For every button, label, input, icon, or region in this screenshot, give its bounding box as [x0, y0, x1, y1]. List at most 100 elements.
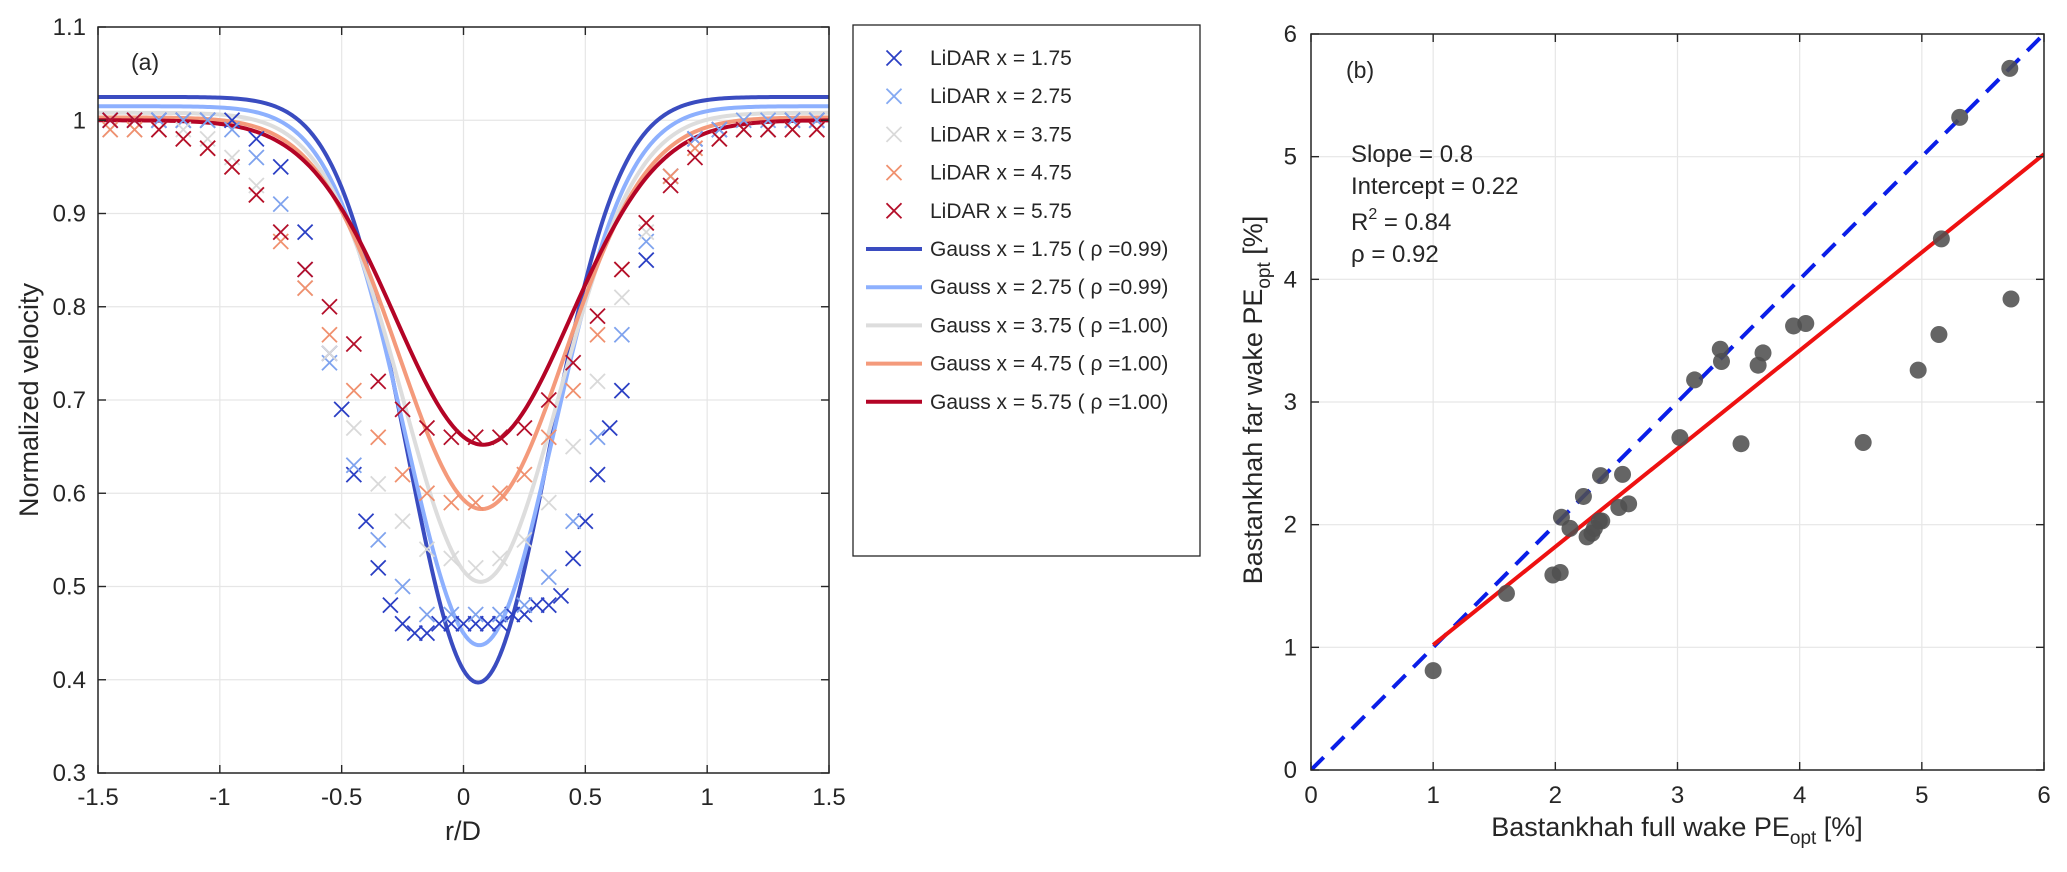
marker-stroke	[321, 345, 338, 362]
panel-b-y-axis-label: Bastankhah far wake PEopt [%]	[1238, 216, 1275, 585]
marker-stroke	[589, 307, 606, 325]
panel-b-x-tick-label: 1	[1426, 782, 1439, 809]
legend-label: LiDAR x = 5.75	[930, 200, 1072, 223]
panel-b-scatter: 0 1 2 3 4 5 6 0 1 2 3 4 5 6 (b) Slope = 0.8 Intercept…	[1238, 21, 2051, 849]
lidar-marker-lidar-x-2p75	[467, 606, 484, 623]
r-squared-superscript: 2	[1368, 206, 1377, 223]
lidar-marker-lidar-x-1p75	[589, 466, 606, 483]
marker-stroke	[150, 121, 168, 138]
data-point	[1854, 433, 1872, 451]
marker-stroke	[345, 382, 362, 399]
panel-a-x-tick-label: -1	[209, 784, 230, 811]
panel-a-lidar-markers	[102, 112, 825, 642]
marker-stroke	[296, 261, 314, 278]
lidar-marker-lidar-x-1p75	[479, 615, 497, 632]
lidar-marker-lidar-x-1p75	[333, 401, 350, 418]
legend-label: Gauss x = 2.75 ( ρ =0.99)	[930, 276, 1168, 299]
lidar-marker-lidar-x-4p75	[394, 466, 411, 483]
lidar-marker-lidar-x-1p75	[528, 597, 545, 614]
marker-stroke	[601, 419, 618, 437]
panel-b-x-axis-label: Bastankhah full wake PEopt [%]	[1491, 812, 1863, 849]
lidar-marker-lidar-x-1p75	[394, 615, 411, 632]
legend-item-lidar-x-3p75: LiDAR x = 3.75	[885, 123, 1072, 146]
marker-stroke	[248, 130, 265, 148]
lidar-marker-lidar-x-1p75	[382, 597, 399, 614]
lidar-marker-lidar-x-5p75	[150, 121, 168, 138]
lidar-marker-lidar-x-5p75	[540, 391, 557, 409]
slope-annotation: Slope = 0.8	[1351, 141, 1473, 168]
lidar-marker-lidar-x-5p75	[370, 373, 387, 390]
marker-stroke	[418, 624, 436, 642]
data-point	[1574, 487, 1592, 505]
lidar-marker-lidar-x-4p75	[565, 382, 582, 399]
marker-stroke	[552, 587, 570, 604]
legend-item-lidar-x-5p75: LiDAR x = 5.75	[885, 200, 1072, 223]
lidar-marker-lidar-x-2p75	[613, 326, 631, 343]
panel-b-x-label-unit: [%]	[1816, 812, 1863, 842]
panel-a-x-tick-label: -0.5	[321, 784, 362, 811]
lidar-marker-lidar-x-5p75	[272, 224, 289, 241]
lidar-marker-lidar-x-2p75	[565, 513, 582, 530]
marker-stroke	[394, 513, 411, 530]
panel-a-y-tick-label: 0.6	[53, 480, 86, 507]
data-point	[1951, 108, 1969, 126]
legend: LiDAR x = 1.75 LiDAR x = 2.75 LiDAR x = 3.…	[852, 24, 1201, 557]
legend-label: LiDAR x = 2.75	[930, 85, 1072, 108]
legend-x-marker	[885, 202, 903, 219]
legend-label: Gauss x = 4.75 ( ρ =1.00)	[930, 353, 1168, 376]
legend-item-gauss-x-5p75-1p00: Gauss x = 5.75 ( ρ =1.00)	[866, 391, 1168, 414]
marker-stroke	[370, 531, 387, 549]
panel-a-y-tick-label: 1.1	[53, 14, 86, 41]
panel-a-x-tick-label: 0	[457, 784, 470, 811]
marker-stroke	[199, 140, 216, 157]
panel-b-y-tick-label: 0	[1284, 757, 1297, 784]
panel-a-gauss-curves	[98, 94, 829, 685]
data-point	[1711, 340, 1729, 358]
marker-stroke	[272, 158, 289, 176]
marker-stroke	[589, 429, 606, 446]
lidar-marker-lidar-x-2p75	[443, 606, 460, 623]
data-point	[1930, 326, 1948, 344]
panel-a-y-tick-label: 0.9	[53, 201, 86, 228]
lidar-marker-lidar-x-1p75	[296, 224, 314, 241]
panel-b-x-tick-label: 5	[1915, 782, 1928, 809]
panel-a-y-tick-label: 0.5	[53, 574, 86, 601]
marker-stroke	[296, 279, 314, 297]
lidar-marker-lidar-x-2p75	[589, 429, 606, 446]
marker-stroke	[491, 606, 509, 623]
marker-stroke	[357, 513, 375, 530]
data-point	[1561, 519, 1579, 537]
marker-stroke	[711, 130, 728, 148]
marker-stroke	[394, 615, 411, 632]
marker-stroke	[589, 326, 606, 343]
lidar-marker-lidar-x-5p75	[296, 261, 314, 278]
marker-stroke	[321, 298, 338, 315]
lidar-marker-lidar-x-2p75	[248, 149, 265, 166]
lidar-marker-lidar-x-1p75	[565, 550, 582, 567]
panel-a-x-tick-label: 0.5	[569, 784, 602, 811]
panel-a-y-tick-label: 1	[73, 107, 86, 134]
lidar-marker-lidar-x-1p75	[248, 130, 265, 148]
marker-stroke	[540, 494, 557, 511]
marker-stroke	[370, 559, 387, 576]
marker-stroke	[418, 541, 436, 558]
lidar-marker-lidar-x-5p75	[516, 419, 533, 437]
marker-stroke	[491, 429, 509, 446]
lidar-marker-lidar-x-3p75	[418, 541, 436, 558]
marker-stroke	[382, 597, 399, 614]
lidar-marker-lidar-x-4p75	[443, 494, 460, 511]
marker-stroke	[175, 130, 192, 148]
r-squared-annotation: R2 = 0.84	[1351, 206, 1451, 236]
lidar-marker-lidar-x-3p75	[467, 559, 484, 576]
marker-stroke	[516, 419, 533, 437]
marker-stroke	[565, 354, 582, 371]
lidar-marker-lidar-x-5p75	[467, 429, 484, 446]
lidar-marker-lidar-x-2p75	[199, 112, 216, 129]
marker-stroke	[613, 261, 631, 278]
marker-stroke	[321, 326, 338, 343]
marker-stroke	[479, 615, 497, 632]
lidar-marker-lidar-x-4p75	[418, 485, 436, 502]
data-point	[1497, 584, 1515, 602]
lidar-marker-lidar-x-1p75	[577, 513, 594, 530]
